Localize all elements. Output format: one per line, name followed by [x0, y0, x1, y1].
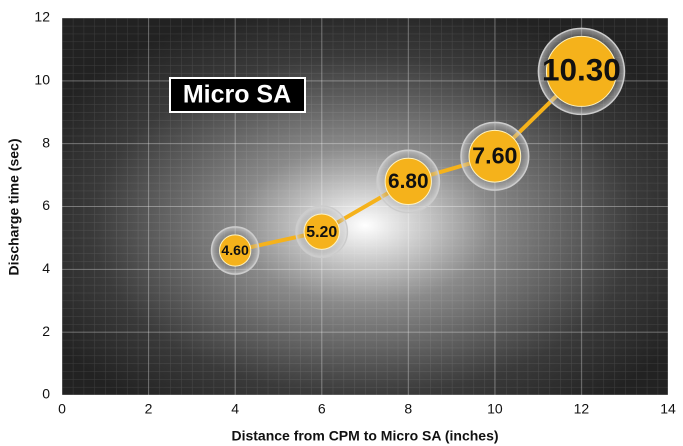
x-tick-label: 8	[404, 401, 412, 417]
x-tick-label: 4	[231, 401, 239, 417]
bubble	[468, 129, 522, 183]
x-tick-label: 6	[318, 401, 326, 417]
x-axis-title: Distance from CPM to Micro SA (inches)	[231, 428, 498, 444]
bubble	[545, 35, 617, 107]
data-label: 6.80	[388, 170, 428, 193]
data-label: 7.60	[472, 142, 517, 168]
data-label: 5.20	[306, 224, 337, 241]
y-tick-label: 2	[42, 323, 50, 339]
y-axis-title: Discharge time (sec)	[6, 139, 22, 276]
x-tick-label: 10	[487, 401, 503, 417]
y-tick-label: 0	[42, 386, 50, 402]
y-tick-label: 12	[34, 9, 50, 25]
x-tick-label: 2	[145, 401, 153, 417]
bubble	[384, 157, 432, 205]
annotation-box	[169, 77, 306, 113]
x-tick-label: 0	[58, 401, 66, 417]
y-tick-label: 10	[34, 72, 50, 88]
annotation: Micro SA	[183, 81, 291, 109]
y-tick-label: 4	[42, 260, 50, 276]
data-label: 10.30	[542, 52, 621, 88]
x-tick-label: 14	[660, 401, 676, 417]
x-tick-label: 12	[574, 401, 590, 417]
y-tick-label: 6	[42, 197, 50, 213]
data-label: 4.60	[221, 242, 249, 258]
y-tick-label: 8	[42, 134, 50, 150]
bubble	[303, 213, 340, 250]
bubble	[219, 234, 252, 267]
